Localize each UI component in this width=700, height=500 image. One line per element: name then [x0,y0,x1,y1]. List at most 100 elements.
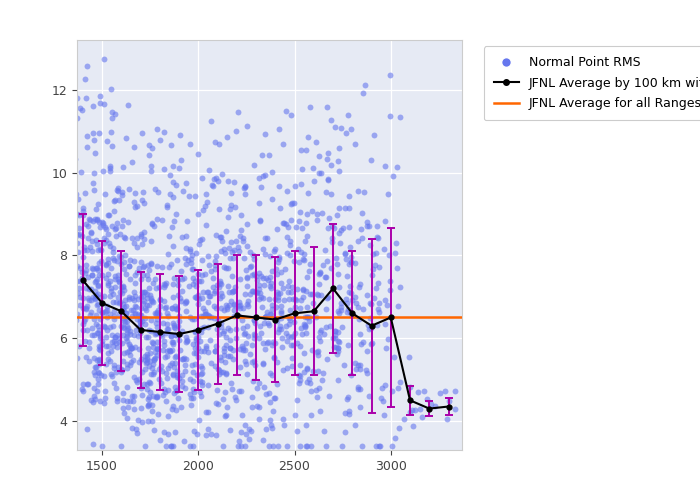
Point [189,328,200,336]
Point [273,254,284,262]
Point [92,300,104,308]
Point [127,294,138,302]
Point [341,255,352,263]
Point [258,245,269,253]
Point [81,144,92,152]
Point [143,417,154,425]
Point [89,136,100,144]
Point [160,278,172,286]
Point [220,358,231,366]
Point [345,288,356,296]
Point [265,282,276,290]
Point [337,324,348,332]
Point [341,295,352,303]
Point [198,312,209,320]
Point [90,278,101,285]
Point [201,198,212,206]
Point [83,234,94,242]
Point [202,312,214,320]
Point [265,416,276,424]
Point [87,271,98,279]
Point [142,394,153,402]
Point [131,376,142,384]
Point [80,75,91,83]
Point [294,360,305,368]
Point [180,179,191,187]
Point [222,282,233,290]
Point [71,230,82,237]
Point [94,306,105,314]
Point [228,254,239,262]
Point [342,306,354,314]
Point [313,332,324,340]
Point [93,281,104,289]
Point [288,341,299,349]
Point [202,298,214,306]
Point [311,386,322,394]
Point [92,380,104,388]
Point [188,349,199,357]
Point [254,200,265,207]
Point [108,364,120,372]
Point [209,261,220,269]
Point [353,362,364,370]
Point [152,338,163,345]
Point [319,272,330,280]
Point [260,390,272,398]
Point [76,106,88,114]
Point [105,128,116,136]
Point [332,211,343,219]
Point [156,367,167,375]
Point [263,296,274,304]
Point [215,322,226,330]
Point [248,334,259,342]
Point [259,130,270,138]
Point [302,210,313,218]
Point [152,308,163,316]
Point [289,182,300,190]
Point [270,266,281,274]
Point [187,394,198,402]
Point [353,187,364,195]
Point [158,166,169,173]
Point [139,356,150,364]
Point [88,128,99,136]
Point [239,421,251,429]
Point [190,276,201,284]
Point [91,276,102,283]
Point [204,292,216,300]
Point [262,340,273,347]
Point [80,266,92,274]
Point [359,81,370,89]
Point [205,314,216,322]
Point [295,248,307,256]
Point [120,334,132,342]
Point [101,274,112,282]
Point [92,386,103,394]
Point [327,234,338,242]
Point [78,318,90,326]
Point [99,55,110,63]
Point [152,188,163,196]
Point [223,352,234,360]
Point [178,438,190,446]
Point [152,392,163,400]
Point [282,332,293,340]
Point [127,397,139,405]
Point [120,313,132,321]
Point [97,308,108,316]
Point [88,293,99,301]
Point [326,116,337,124]
Point [129,280,140,287]
Point [77,204,88,212]
Point [312,347,323,355]
Point [238,324,249,332]
Point [76,232,88,240]
Point [199,307,211,315]
Point [280,220,291,228]
Point [299,250,310,258]
Point [241,220,253,228]
Point [315,290,326,298]
Point [344,243,356,251]
Point [272,380,283,388]
